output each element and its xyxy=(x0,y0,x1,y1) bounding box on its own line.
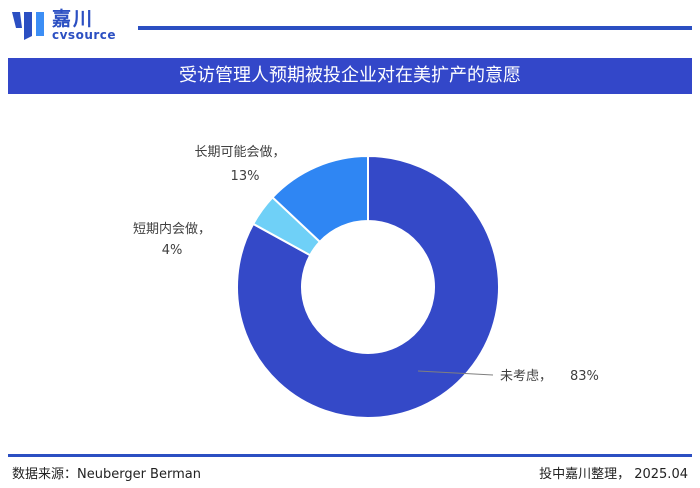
footer-divider xyxy=(8,454,692,457)
data-label-value: 13% xyxy=(231,169,260,184)
data-label-name: 长期可能会做， xyxy=(194,145,285,160)
slice-not-considered xyxy=(236,154,500,419)
data-label-name: 短期内会做， xyxy=(133,221,211,237)
brand-logo: 嘉川 cvsource xyxy=(8,4,138,44)
credit-date: 投中嘉川整理， 2025.04 xyxy=(539,467,688,482)
leader-line-not-considered xyxy=(417,370,494,376)
data-source: 数据来源：Neuberger Berman xyxy=(12,467,201,482)
brand-name-cn: 嘉川 xyxy=(52,8,95,30)
chart-title: 受访管理人预期被投企业对在美扩产的意愿 xyxy=(8,58,692,94)
brand-name-en: cvsource xyxy=(52,28,117,42)
donut-chart: 未考虑， 83% 短期内会做， 4% 长期可能会做， 13% xyxy=(133,145,599,419)
slice-long-term xyxy=(271,154,369,244)
chart-data-labels: 未考虑， 83% 短期内会做， 4% 长期可能会做， 13% xyxy=(133,145,599,384)
cvsource-logo-icon xyxy=(12,12,44,40)
header-divider xyxy=(138,26,692,30)
chart-leader-lines xyxy=(417,370,494,376)
chart-slices xyxy=(236,154,500,419)
data-label-name: 未考虑， xyxy=(500,369,552,384)
data-label-value: 4% xyxy=(162,243,183,258)
data-label-value: 83% xyxy=(570,369,599,384)
